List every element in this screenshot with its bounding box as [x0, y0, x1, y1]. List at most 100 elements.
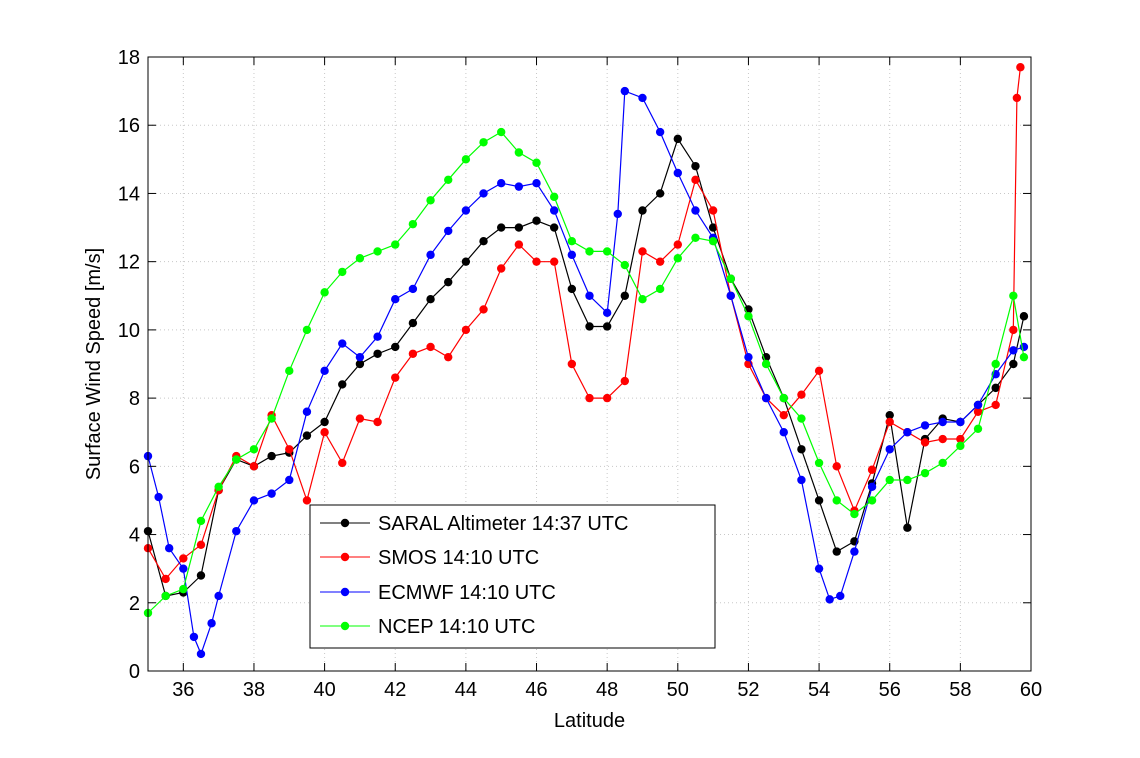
series-2-point [408, 284, 418, 294]
series-2-point [207, 619, 216, 628]
series-1-point [655, 257, 665, 266]
series-2-point [744, 352, 753, 362]
series-0-point [620, 291, 630, 300]
series-0-point [708, 223, 718, 232]
series-2-point [196, 649, 206, 659]
series-3-point [973, 424, 983, 434]
series-0-point [655, 189, 665, 198]
series-1-point [444, 352, 453, 362]
series-3-point [161, 591, 170, 601]
series-3-point [620, 260, 630, 270]
axis-ticks: 36 38 40 42 44 46 48 50 52 54 56 58 6002468101214161… [118, 47, 1042, 701]
series-2-point [602, 308, 612, 318]
series-2-point [613, 209, 622, 219]
series-3-point [391, 240, 400, 249]
series-0-point [355, 359, 365, 369]
legend: SARAL Altimeter 14:37 UTC SMOS 14:10 UTC… [309, 504, 716, 649]
series-3-point [1009, 291, 1018, 300]
series-3-point [585, 247, 594, 256]
series-1-point [391, 373, 400, 382]
series-3-point [567, 237, 577, 246]
series-1-point [461, 325, 471, 335]
series-3-point [673, 254, 682, 263]
series-0-point [408, 318, 418, 328]
series-2-point [867, 482, 877, 491]
series-3-point [355, 254, 365, 263]
series-3-point [532, 158, 541, 167]
series-3-point [991, 359, 1000, 369]
series-1-point [161, 574, 170, 584]
series-0-point [532, 216, 541, 225]
series-0-point [1019, 312, 1029, 321]
series-1-point [179, 554, 188, 563]
series-3-point [338, 267, 347, 277]
x-tick-label-9: 54 [808, 679, 830, 701]
legend-entry-smos: SMOS 14:10 UTC [320, 547, 539, 569]
plot-area-frame [147, 56, 1032, 672]
series-0-point [426, 294, 435, 304]
series-3-point [408, 219, 418, 229]
series-2-point [673, 168, 682, 178]
series-3-point [956, 441, 965, 451]
series-3-point [867, 496, 877, 505]
series-0-point [885, 410, 894, 420]
series-2-point [797, 475, 806, 485]
series-2 [143, 86, 1029, 659]
series-1-point [497, 264, 506, 273]
y-tick-label-6: 12 [118, 252, 140, 274]
series-1-point [885, 417, 894, 427]
series-3-point [249, 445, 259, 454]
series-1-point [814, 366, 824, 376]
series-0-point [267, 451, 276, 461]
x-tick-label-1: 38 [243, 679, 265, 701]
series-0-point [196, 571, 206, 580]
series-2-point [249, 496, 259, 505]
series-3-point [832, 496, 841, 505]
series-2-point [903, 428, 912, 437]
series-1-point [691, 175, 700, 184]
series-3-point [549, 192, 559, 202]
legend-label-saral: SARAL Altimeter 14:37 UTC [378, 513, 628, 535]
series-2-point [214, 591, 223, 601]
series-1-point [973, 407, 983, 416]
x-tick-label-10: 56 [879, 679, 901, 701]
series-2-point [836, 591, 845, 601]
series-0-point [461, 257, 471, 266]
series-2-point [532, 179, 541, 188]
series-2-point [355, 352, 365, 362]
series-1-point [514, 240, 524, 249]
series-2-point [154, 492, 163, 502]
series-2-point [444, 226, 453, 236]
series-0-point [585, 322, 594, 331]
series-2-point [973, 400, 983, 410]
series-2-point [638, 93, 647, 103]
series-3-point [1019, 352, 1029, 362]
series-2-point [1019, 342, 1029, 352]
x-tick-label-5: 46 [525, 679, 547, 701]
series-2-point [164, 544, 174, 553]
series-3-point [444, 175, 453, 184]
series-3-point [691, 233, 700, 242]
series-1-point [249, 462, 259, 471]
series-2-point [761, 393, 771, 403]
series-1-point [920, 438, 930, 447]
series-2-point [920, 421, 930, 430]
series-1-point [549, 257, 559, 266]
x-tick-label-0: 36 [172, 679, 194, 701]
series-2-point [461, 206, 471, 215]
series-0-point [991, 383, 1000, 393]
series-0-point [673, 134, 682, 144]
series-2-point [320, 366, 329, 376]
series-2-point [585, 291, 594, 300]
series-1-point [956, 434, 965, 444]
x-tick-label-3: 42 [384, 679, 406, 701]
y-tick-label-8: 16 [118, 115, 140, 137]
series-0-point [797, 445, 806, 454]
series-3-point [267, 414, 276, 423]
series-0-point [1009, 359, 1018, 369]
series-2-point [825, 595, 834, 604]
series-3-point [797, 414, 806, 423]
series-3-point [814, 458, 824, 468]
series-1-point [602, 393, 612, 403]
